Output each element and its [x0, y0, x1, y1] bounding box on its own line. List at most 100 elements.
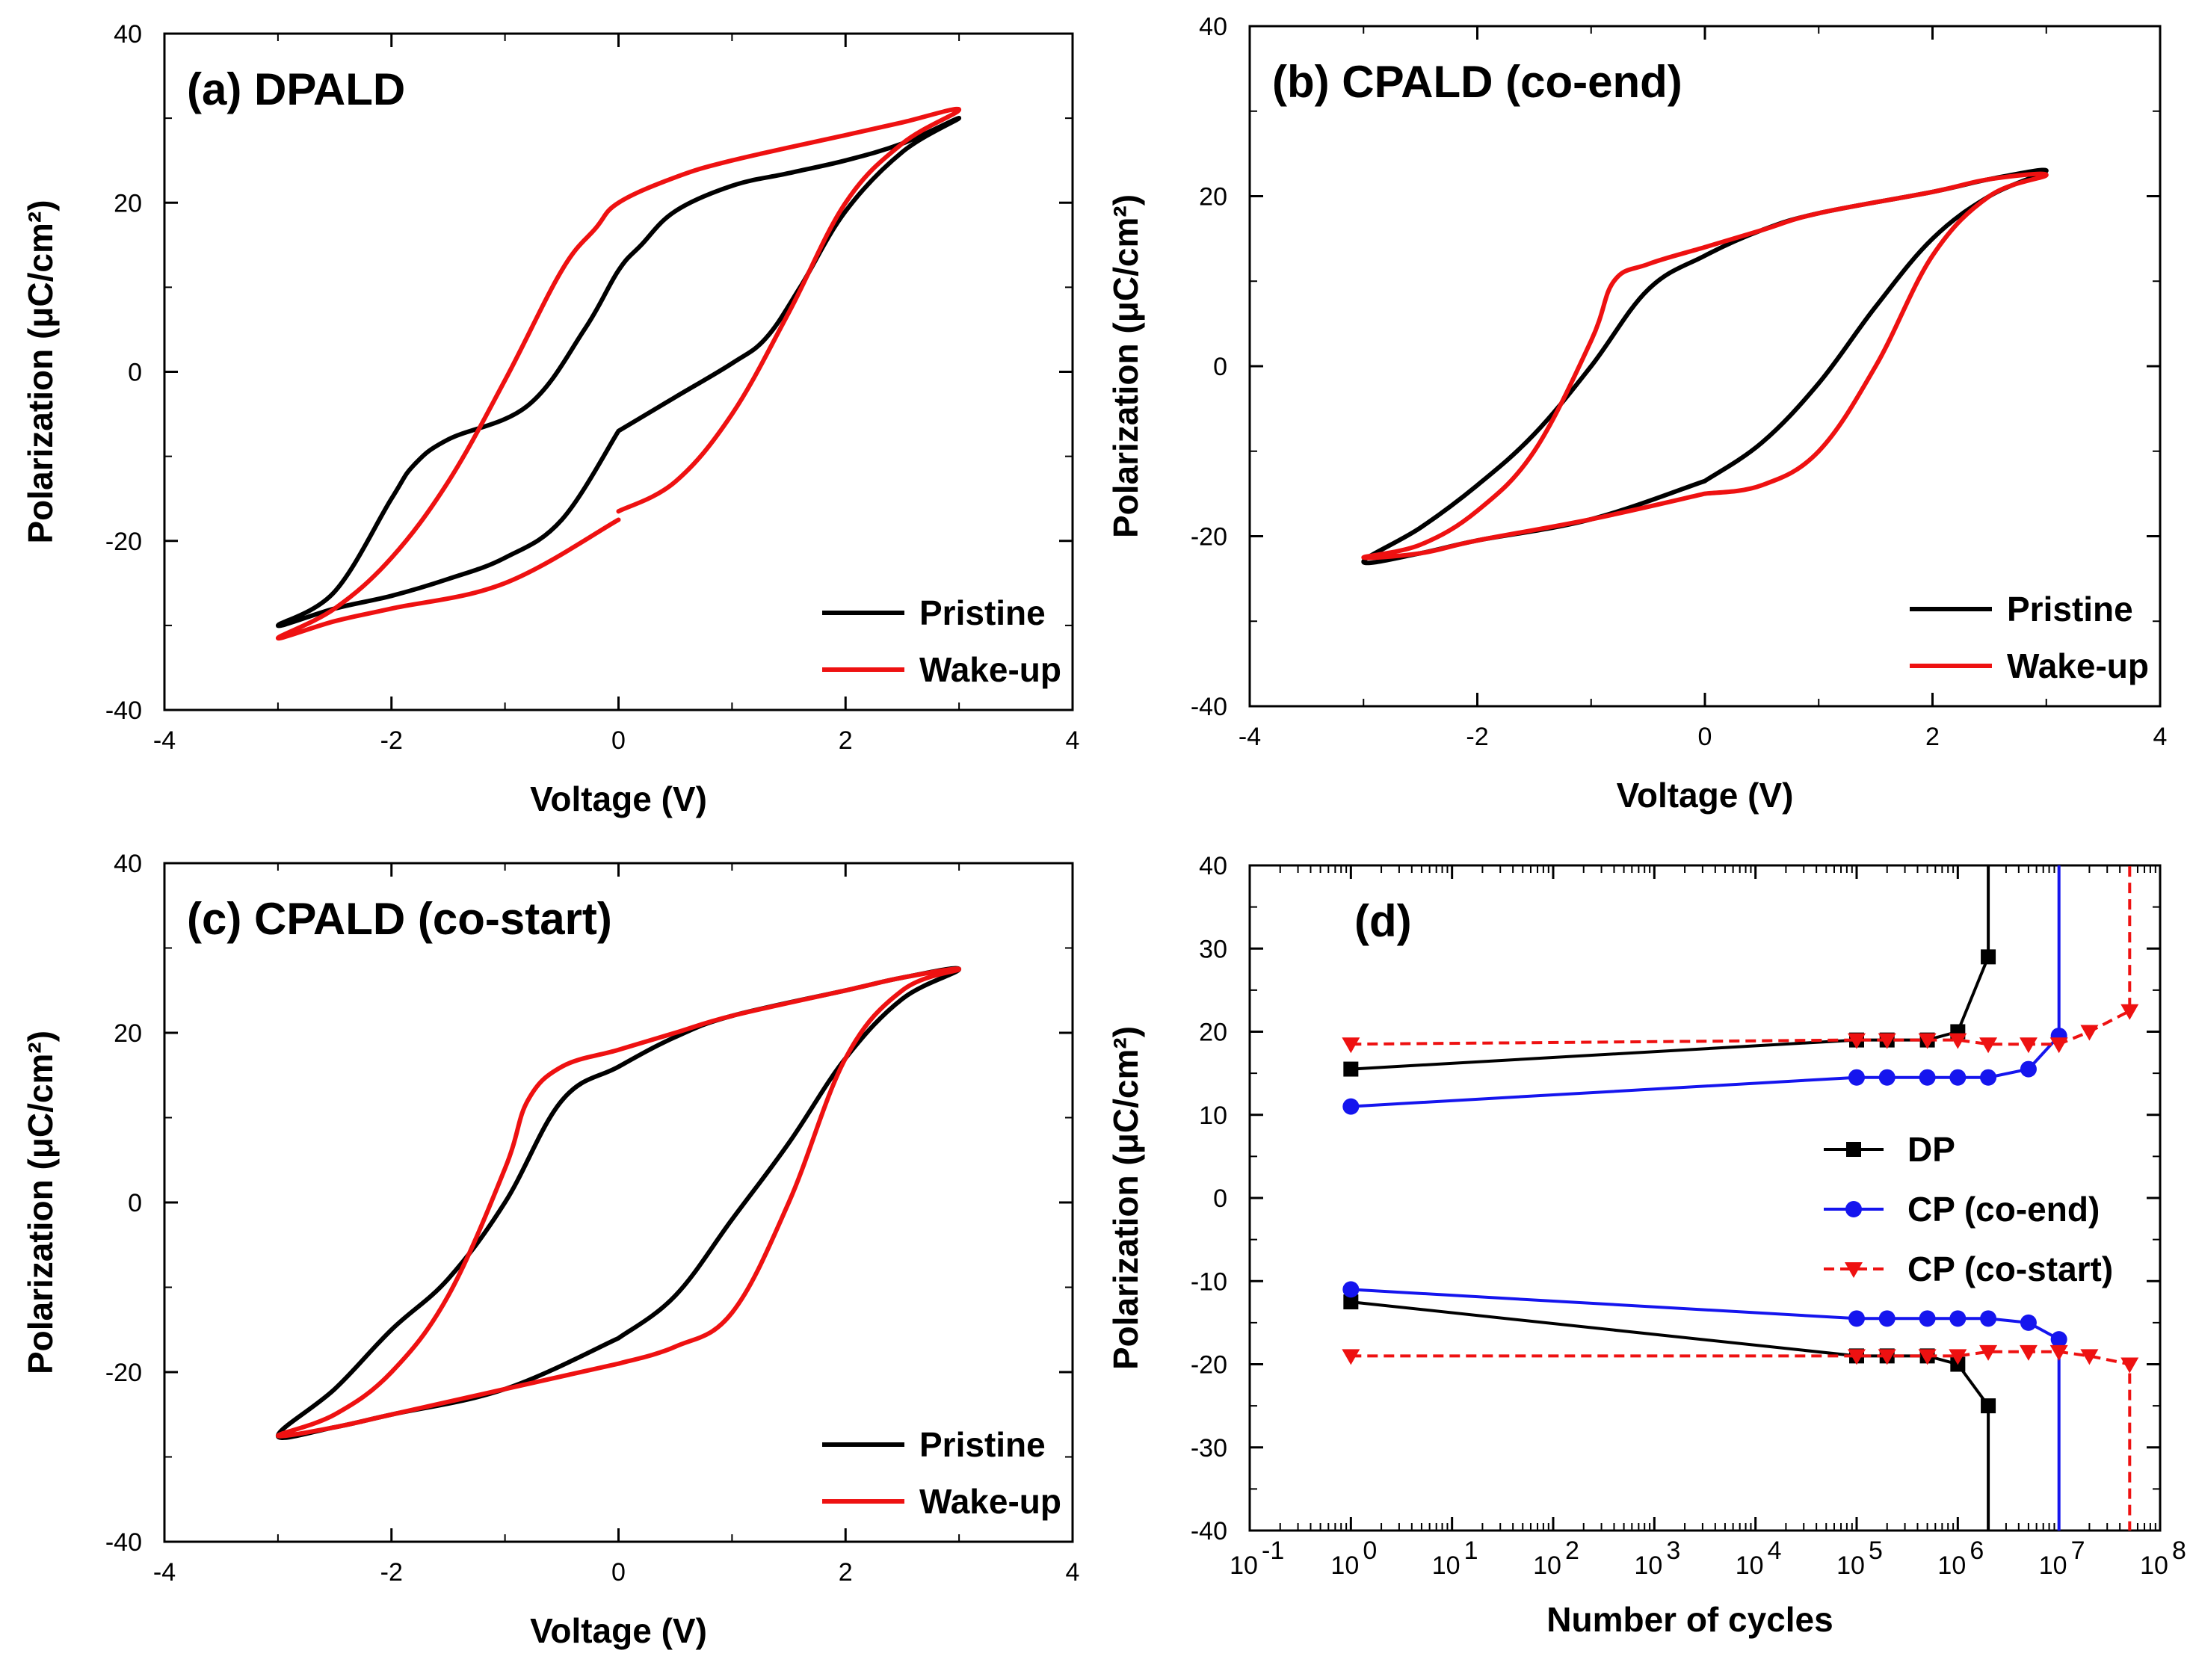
- x-tick-label: 10: [1230, 1551, 1258, 1580]
- data-point: [1981, 1398, 1996, 1414]
- data-point: [2020, 1314, 2037, 1331]
- legend-marker: [1845, 1262, 1863, 1278]
- x-tick-label: 10: [1432, 1551, 1460, 1580]
- data-point: [1848, 1349, 1866, 1365]
- x-tick-exponent: 1: [1464, 1537, 1478, 1565]
- y-tick-label: -20: [105, 528, 142, 556]
- data-point: [2049, 1037, 2068, 1054]
- series-line-wake-up: [1361, 171, 2049, 560]
- x-tick-exponent: 2: [1565, 1537, 1579, 1565]
- x-tick-label: 2: [839, 726, 853, 755]
- x-axis-label: Voltage (V): [1617, 776, 1794, 815]
- y-tick-label: -20: [1191, 523, 1227, 552]
- y-tick-label: 30: [1199, 935, 1227, 963]
- panel-title: (d): [1354, 896, 1412, 946]
- data-point: [2120, 1004, 2139, 1020]
- y-tick-label: -30: [1191, 1434, 1227, 1463]
- data-point: [2080, 1349, 2099, 1365]
- y-tick-label: -40: [105, 697, 142, 725]
- y-tick-label: 10: [1199, 1102, 1227, 1130]
- x-tick-exponent: -1: [1262, 1537, 1284, 1565]
- data-point: [2050, 1331, 2067, 1348]
- x-tick-label: -2: [380, 726, 403, 755]
- data-point: [1949, 1310, 1967, 1327]
- series-CP (co-end): [1342, 865, 2067, 1531]
- x-tick-label: 0: [611, 726, 626, 755]
- x-tick-label: 0: [1698, 723, 1712, 751]
- x-tick-label: 10: [1736, 1551, 1764, 1580]
- y-tick-label: -20: [105, 1359, 142, 1387]
- data-point: [1981, 949, 1996, 965]
- panel-title: (a) DPALD: [187, 64, 405, 114]
- y-tick-label: 20: [114, 189, 142, 217]
- data-point: [1918, 1349, 1937, 1365]
- y-tick-label: -20: [1191, 1351, 1227, 1380]
- x-tick-exponent: 7: [2071, 1537, 2085, 1565]
- legend-label: CP (co-start): [1907, 1250, 2113, 1288]
- data-point: [1919, 1069, 1936, 1086]
- y-tick-label: 0: [128, 1189, 142, 1217]
- y-axis-label: Polarization (μC/cm²): [21, 200, 60, 543]
- x-axis-label: Number of cycles: [1546, 1600, 1833, 1639]
- data-point: [1848, 1033, 1866, 1049]
- y-tick-label: 0: [128, 359, 142, 387]
- x-tick-exponent: 5: [1869, 1537, 1883, 1565]
- legend-label: Wake-up: [919, 650, 1061, 689]
- panel-title: (c) CPALD (co-start): [187, 894, 612, 944]
- x-tick-label: -4: [1239, 723, 1261, 751]
- series-line-wake-up: [275, 106, 962, 641]
- legend-label: Wake-up: [2007, 646, 2149, 685]
- series-line-wake-up: [275, 966, 962, 1439]
- data-point: [1919, 1310, 1936, 1327]
- data-point: [1949, 1033, 1967, 1049]
- x-tick-label: 4: [1066, 726, 1080, 755]
- x-tick-label: 10: [1330, 1551, 1359, 1580]
- data-point: [1342, 1349, 1360, 1365]
- data-point: [1342, 1037, 1360, 1054]
- data-point: [1878, 1349, 1896, 1365]
- x-tick-label: -4: [153, 726, 176, 755]
- series-CP (co-start): [1342, 865, 2139, 1531]
- y-tick-label: 40: [1199, 852, 1227, 880]
- x-tick-label: 4: [1066, 1558, 1080, 1587]
- data-point: [2019, 1344, 2038, 1361]
- y-tick-label: -40: [1191, 1517, 1227, 1545]
- x-tick-label: 4: [2153, 723, 2168, 751]
- x-tick-label: -4: [153, 1558, 176, 1587]
- legend-label: Pristine: [919, 593, 1046, 632]
- panel-title: (b) CPALD (co-end): [1272, 57, 1682, 107]
- x-tick-exponent: 6: [1970, 1537, 1984, 1565]
- x-tick-label: 10: [1937, 1551, 1966, 1580]
- legend-marker: [1845, 1201, 1862, 1217]
- data-point: [1848, 1069, 1865, 1086]
- y-tick-label: 20: [1199, 183, 1227, 211]
- data-point: [2049, 1344, 2068, 1361]
- panel-d: 10-1100101102103104105106107108-40-30-20…: [1106, 852, 2186, 1639]
- y-tick-label: 40: [1199, 13, 1227, 41]
- data-point: [2120, 1357, 2139, 1374]
- legend-marker: [1846, 1142, 1861, 1157]
- x-tick-exponent: 4: [1768, 1537, 1782, 1565]
- y-tick-label: 40: [114, 850, 142, 878]
- x-tick-label: -2: [1466, 723, 1488, 751]
- data-point: [1980, 1069, 1997, 1086]
- y-axis-label: Polarization (μC/cm²): [21, 1031, 60, 1374]
- data-point: [1878, 1033, 1896, 1049]
- x-tick-exponent: 8: [2172, 1537, 2186, 1565]
- data-point: [1343, 1294, 1359, 1310]
- y-tick-label: 0: [1213, 353, 1227, 381]
- y-tick-label: -40: [105, 1528, 142, 1557]
- series-line: [1351, 865, 2132, 1046]
- x-tick-label: 10: [2039, 1551, 2067, 1580]
- y-tick-label: 20: [1199, 1019, 1227, 1047]
- data-point: [1979, 1344, 1998, 1361]
- x-tick-label: 10: [1836, 1551, 1865, 1580]
- data-point: [2019, 1037, 2038, 1054]
- y-tick-label: -10: [1191, 1267, 1227, 1296]
- legend-label: Pristine: [919, 1425, 1046, 1464]
- x-tick-label: 10: [1634, 1551, 1662, 1580]
- x-axis-label: Voltage (V): [530, 779, 707, 818]
- x-tick-label: 0: [611, 1558, 626, 1587]
